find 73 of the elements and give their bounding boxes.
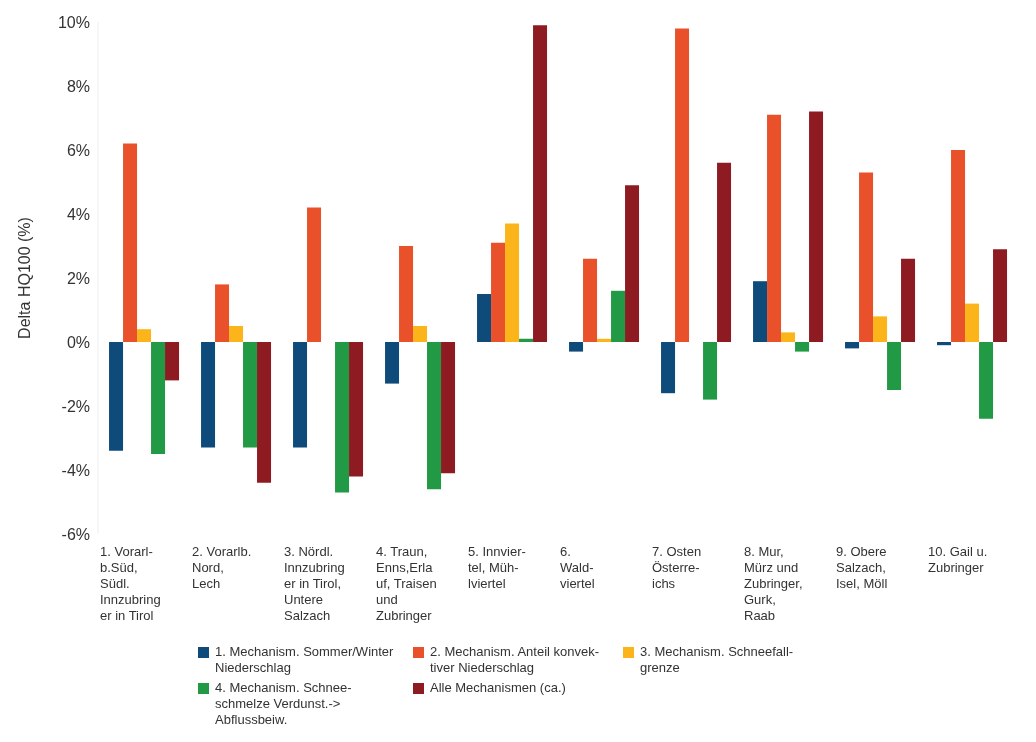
y-tick-label: -4% — [61, 461, 90, 479]
bar — [979, 342, 994, 419]
bar — [519, 338, 534, 342]
y-tick-label: 4% — [66, 205, 90, 223]
bar — [477, 294, 492, 342]
x-tick-label: 2. Vorarlb. Nord, Lech — [192, 544, 252, 591]
bar — [307, 207, 322, 342]
legend-label: 2. Mechanism. Anteil konvek- tiver Niederschlag — [430, 644, 600, 676]
legend-label: 1. Mechanism. Sommer/Winter Niederschlag — [215, 644, 394, 676]
bar — [109, 342, 124, 451]
y-tick-label: -2% — [61, 397, 90, 415]
bar — [675, 28, 690, 342]
x-tick-label: 3. Nördl. Innzubring er in Tirol, Untere Salzach — [284, 544, 345, 623]
bar — [293, 342, 308, 448]
bar — [809, 111, 824, 342]
bar — [505, 223, 520, 342]
bar — [349, 342, 364, 477]
bar — [165, 342, 180, 381]
bar — [583, 258, 598, 342]
bar — [937, 342, 952, 346]
bar — [441, 342, 456, 474]
bar — [335, 342, 350, 493]
bar — [243, 342, 258, 448]
bar — [795, 342, 810, 352]
y-tick-label: 0% — [66, 333, 90, 351]
bar — [597, 338, 612, 342]
bar — [201, 342, 216, 448]
bar — [385, 342, 400, 384]
bar — [123, 143, 138, 342]
x-tick-label: 5. Innvier- tel, Müh- lviertel — [468, 544, 526, 591]
bar — [873, 316, 888, 342]
bar — [399, 246, 414, 342]
bar — [491, 242, 506, 342]
y-tick-label: 2% — [66, 269, 90, 287]
bar — [661, 342, 676, 394]
bar — [901, 258, 916, 342]
bar — [753, 281, 768, 342]
y-tick-label: 6% — [66, 141, 90, 159]
bar — [151, 342, 166, 454]
y-tick-label: 10% — [57, 13, 90, 31]
bar — [887, 342, 902, 390]
bar — [965, 303, 980, 342]
y-axis-title: Delta HQ100 (%) — [15, 217, 33, 339]
bar — [427, 342, 442, 490]
bar — [137, 329, 152, 342]
y-tick-label: -6% — [61, 525, 90, 543]
bar — [845, 342, 860, 349]
bar — [625, 185, 640, 342]
bar — [717, 162, 732, 342]
bar — [533, 25, 548, 342]
bar — [569, 342, 584, 352]
bar — [781, 332, 796, 342]
legend-label: 4. Mechanism. Schnee- schmelze Verdunst.-> Abflussbeiw. — [215, 680, 352, 728]
bar — [257, 342, 272, 483]
bar — [993, 249, 1008, 342]
y-tick-label: 8% — [66, 77, 90, 95]
x-tick-label: 1. Vorarl- b.Süd, Südl. Innzubring er in Tirol — [100, 544, 161, 623]
bar — [859, 172, 874, 342]
bar — [703, 342, 718, 400]
bar — [611, 290, 626, 342]
bar — [229, 326, 244, 342]
x-tick-label: 9. Obere Salzach, Isel, Möll — [836, 544, 888, 591]
bar — [215, 284, 230, 342]
bar — [951, 150, 966, 342]
legend-label: Alle Mechanismen (ca.) — [430, 680, 566, 696]
bar — [767, 114, 782, 342]
x-tick-label: 10. Gail u. Zubringer — [928, 544, 988, 575]
bar — [413, 326, 428, 342]
legend-label: 3. Mechanism. Schneefall- grenze — [640, 644, 794, 676]
x-tick-label: 7. Osten Österre- ichs — [652, 544, 702, 591]
x-tick-label: 6. Wald- viertel — [560, 544, 595, 591]
x-tick-label: 8. Mur, Mürz und Zubringer, Gurk, Raab — [744, 544, 803, 623]
x-tick-label: 4. Traun, Enns,Erla uf, Traisen und Zubringer — [376, 544, 437, 623]
